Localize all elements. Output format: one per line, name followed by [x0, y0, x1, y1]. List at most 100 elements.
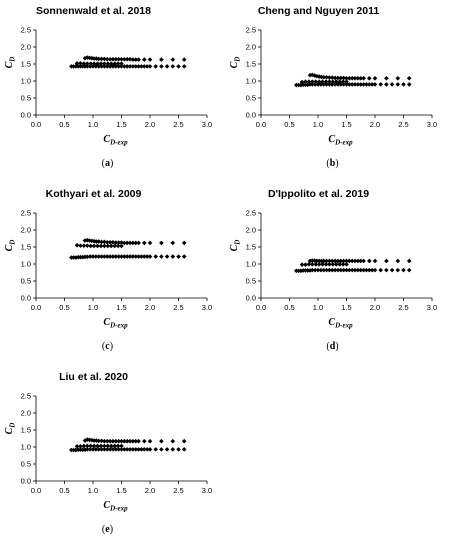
- x-tick-label: 2.0: [370, 120, 380, 129]
- data-point: [96, 56, 101, 62]
- data-point: [406, 82, 412, 87]
- data-point: [347, 75, 352, 81]
- data-point: [102, 56, 107, 62]
- data-point: [378, 82, 383, 87]
- data-point: [344, 82, 349, 87]
- data-point: [344, 75, 349, 81]
- data-point: [82, 447, 88, 453]
- data-point: [347, 82, 352, 87]
- data-point: [136, 438, 141, 444]
- y-tick-label: 2.5: [21, 392, 31, 401]
- y-tick-label: 0.5: [21, 460, 31, 469]
- data-point: [142, 240, 147, 246]
- data-point: [332, 75, 338, 81]
- data-point: [127, 64, 133, 69]
- panel-caption: (a): [102, 158, 114, 169]
- data-point: [119, 61, 124, 66]
- data-point: [139, 447, 144, 452]
- y-tick-label: 0.0: [21, 477, 31, 486]
- data-point: [136, 447, 141, 452]
- x-tick-label: 3.0: [202, 120, 212, 129]
- data-point: [384, 258, 389, 264]
- data-point: [142, 254, 147, 259]
- caption-open-paren: (: [102, 341, 106, 352]
- panel-caption: (b): [326, 158, 338, 169]
- x-tick-label: 1.5: [116, 486, 126, 495]
- data-point: [159, 254, 164, 259]
- caption-letter: e: [105, 524, 110, 535]
- data-point: [85, 64, 90, 69]
- chart-svg: Liu et al. 2020 0.0 0.5 1.0 1.5 2.0 2.5 0.0 0.5 1…: [4, 371, 212, 535]
- data-point: [113, 438, 119, 444]
- x-axis-label: CD-exp: [328, 134, 353, 147]
- data-point: [99, 447, 104, 452]
- data-point: [364, 82, 369, 87]
- data-point: [127, 240, 133, 246]
- data-point: [116, 438, 121, 444]
- x-tick-label: 0.5: [59, 486, 69, 495]
- x-axis-label-main: C: [103, 317, 110, 328]
- data-point: [329, 75, 335, 80]
- x-axis-label-sub: D-exp: [334, 139, 353, 147]
- data-point: [124, 254, 130, 259]
- data-point: [369, 82, 375, 87]
- data-point: [401, 82, 406, 87]
- data-point: [99, 438, 104, 444]
- x-axis-label-main: C: [103, 500, 110, 511]
- data-point: [181, 57, 187, 62]
- chart-title: Liu et al. 2020: [59, 371, 128, 383]
- x-tick-label: 2.5: [173, 120, 183, 129]
- x-tick-label: 1.5: [341, 303, 351, 312]
- y-tick-label: 2.5: [246, 26, 256, 35]
- data-point: [142, 438, 147, 444]
- y-tick-label: 2.0: [21, 43, 31, 52]
- x-tick-label: 3.0: [427, 120, 437, 129]
- data-point: [372, 267, 378, 273]
- x-tick-label: 0.0: [31, 303, 41, 312]
- chart-svg: Kothyari et al. 2009 0.0 0.5 1.0 1.5 2.0 2.5 0.…: [4, 188, 212, 352]
- data-point: [116, 56, 121, 62]
- caption-letter: d: [330, 341, 336, 352]
- data-point: [344, 79, 349, 84]
- panel-caption: (c): [102, 341, 113, 352]
- data-point: [181, 64, 187, 69]
- data-point: [406, 258, 412, 264]
- caption-open-paren: (: [102, 524, 106, 535]
- data-point: [147, 447, 153, 452]
- data-point: [122, 56, 127, 62]
- data-point: [142, 57, 147, 62]
- data-point: [142, 64, 147, 69]
- y-tick-label: 0.5: [21, 277, 31, 286]
- data-point: [139, 254, 144, 259]
- data-point: [159, 57, 164, 62]
- data-point: [142, 447, 147, 452]
- data-point: [176, 447, 181, 452]
- x-axis-label: CD-exp: [103, 500, 128, 513]
- data-point: [361, 258, 366, 264]
- data-point: [81, 61, 87, 66]
- x-tick-label: 1.0: [313, 303, 323, 312]
- data-points: [69, 55, 187, 69]
- x-tick-label: 2.5: [173, 486, 183, 495]
- data-point: [153, 254, 158, 259]
- data-point: [170, 438, 176, 444]
- y-axis-label-sub: D: [234, 240, 242, 246]
- x-tick-label: 2.0: [145, 486, 155, 495]
- x-tick-label: 1.5: [116, 303, 126, 312]
- y-axis-label-sub: D: [9, 240, 17, 246]
- y-tick-label: 1.5: [21, 60, 31, 69]
- x-axis-label: CD-exp: [328, 317, 353, 330]
- y-tick-label: 0.5: [21, 94, 31, 103]
- data-point: [105, 61, 111, 66]
- data-point: [102, 61, 107, 66]
- data-point: [136, 57, 141, 62]
- data-point: [327, 258, 332, 264]
- x-tick-label: 1.0: [88, 303, 98, 312]
- data-point: [164, 447, 170, 452]
- data-point: [159, 438, 164, 444]
- data-point: [119, 64, 124, 69]
- data-point: [93, 447, 99, 452]
- data-point: [136, 64, 141, 69]
- x-axis-label-main: C: [328, 134, 335, 145]
- data-point: [384, 82, 389, 87]
